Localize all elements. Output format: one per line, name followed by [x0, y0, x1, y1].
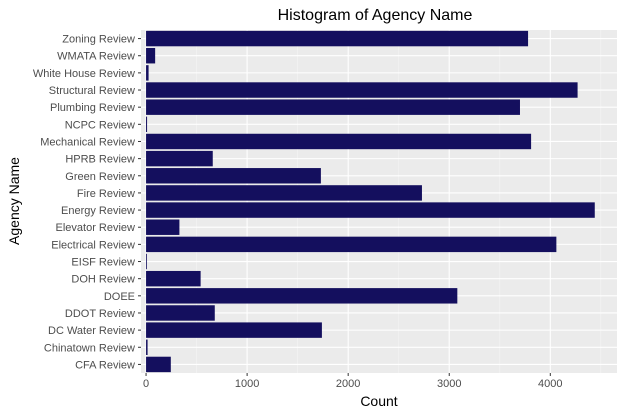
y-tick-label: Mechanical Review: [40, 136, 135, 148]
y-tick-label: DOH Review: [71, 274, 135, 286]
bar-doh-review: [146, 270, 201, 287]
y-tick-label: Elevator Review: [56, 222, 136, 234]
y-tick-label: Energy Review: [61, 205, 135, 217]
y-tick-label: Chinatown Review: [44, 342, 135, 354]
bars: [146, 30, 595, 373]
bar-ddot-review: [146, 305, 215, 321]
y-tick-label: Green Review: [65, 171, 135, 183]
chart-title: Histogram of Agency Name: [278, 7, 473, 24]
bar-wmata-review: [146, 48, 156, 64]
y-tick-label: DDOT Review: [65, 308, 135, 320]
bar-chinatown-review: [146, 339, 148, 355]
y-tick-label: DC Water Review: [48, 325, 135, 337]
y-tick-label: WMATA Review: [57, 51, 135, 63]
bar-plumbing-review: [146, 99, 520, 115]
y-tick-label: DOEE: [104, 291, 135, 303]
y-tick-label: CFA Review: [75, 359, 135, 371]
bar-green-review: [146, 168, 321, 184]
bar-mechanical-review: [146, 133, 532, 150]
y-tick-label: NCPC Review: [65, 119, 135, 131]
x-tick-label: 2000: [336, 378, 360, 390]
bar-elevator-review: [146, 219, 180, 235]
y-tick-label: Structural Review: [49, 85, 135, 97]
y-axis: Zoning Review WMATA Review White House Rev…: [33, 34, 141, 371]
y-tick-label: White House Review: [33, 68, 135, 80]
x-tick-label: 1000: [235, 378, 259, 390]
x-axis: 0 1000 2000 3000 4000: [143, 373, 563, 390]
bar-dc-water-review: [146, 322, 322, 338]
bar-zoning-review: [146, 30, 529, 47]
bar-cfa-review: [146, 356, 171, 373]
y-tick-label: EISF Review: [71, 257, 135, 269]
y-tick-label: Plumbing Review: [50, 102, 135, 114]
bar-fire-review: [146, 185, 422, 201]
plot-panel: [141, 30, 617, 373]
y-tick-label: Electrical Review: [51, 239, 135, 251]
bar-eisf-review: [146, 253, 147, 270]
x-tick-label: 3000: [437, 378, 461, 390]
bar-white-house-review: [146, 65, 149, 81]
bar-structural-review: [146, 82, 578, 98]
x-tick-label: 4000: [538, 378, 562, 390]
y-tick-label: Zoning Review: [62, 34, 135, 46]
x-axis-title: Count: [360, 393, 397, 409]
y-tick-label: Fire Review: [77, 188, 135, 200]
bar-electrical-review: [146, 236, 557, 253]
bar-hprb-review: [146, 150, 213, 167]
bar-energy-review: [146, 202, 595, 218]
bar-doee: [146, 288, 458, 304]
y-tick-label: HPRB Review: [65, 154, 135, 166]
y-axis-title: Agency Name: [6, 157, 22, 245]
bar-ncpc-review: [146, 116, 148, 133]
x-tick-label: 0: [143, 378, 149, 390]
